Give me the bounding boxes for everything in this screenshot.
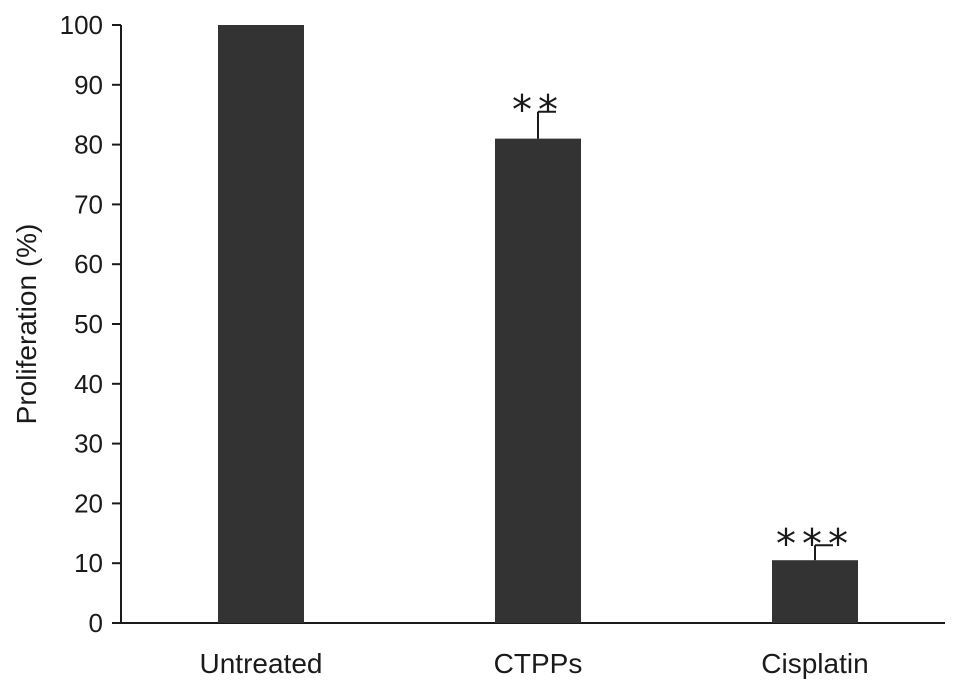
y-tick-label: 60 [74, 249, 103, 279]
x-tick-label-ctpps: CTPPs [494, 648, 583, 679]
bars [218, 25, 858, 623]
bar-untreated [218, 25, 304, 623]
bar-ctpps [495, 138, 581, 623]
y-tick-label: 10 [74, 548, 103, 578]
y-tick-label: 70 [74, 189, 103, 219]
significance-label-cisplatin: *** [776, 521, 854, 567]
y-tick-label: 40 [74, 369, 103, 399]
y-tick-label: 0 [89, 608, 103, 638]
labels: 0 10 20 30 40 50 60 70 80 90 100 Proliferation (%) U… [11, 10, 869, 679]
y-axis-title: Proliferation (%) [11, 224, 42, 425]
significance-label-ctpps: ** [512, 88, 564, 134]
y-tick-label: 30 [74, 429, 103, 459]
bar-cisplatin [772, 560, 858, 623]
y-tick-label: 50 [74, 309, 103, 339]
x-tick-label-cisplatin: Cisplatin [761, 648, 868, 679]
y-tick-label: 90 [74, 70, 103, 100]
y-tick-label: 100 [60, 10, 103, 40]
y-tick-label: 80 [74, 130, 103, 160]
x-tick-label-untreated: Untreated [200, 648, 323, 679]
y-tick-label: 20 [74, 488, 103, 518]
